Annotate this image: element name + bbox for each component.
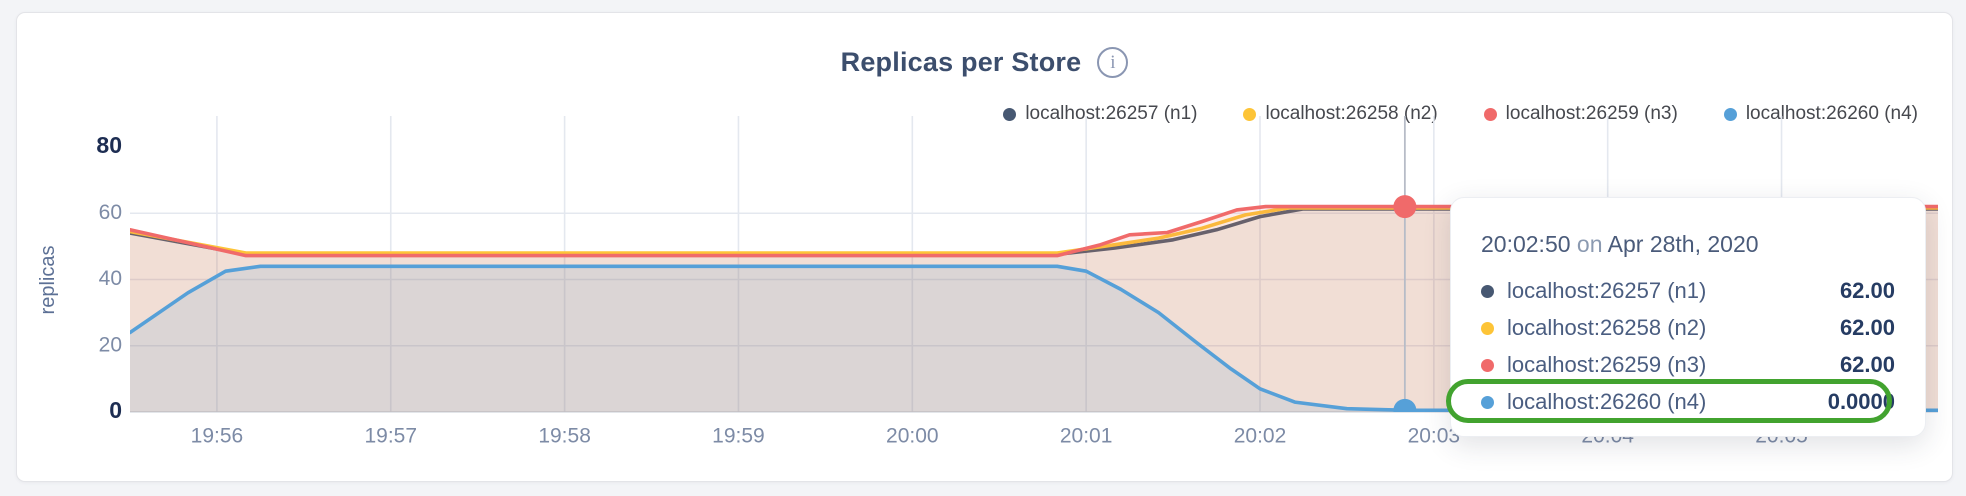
tooltip-series-label: localhost:26258 (n2) — [1507, 315, 1707, 340]
x-tick-label: 20:02 — [1234, 425, 1287, 448]
tooltip-timestamp: 20:02:50 on Apr 28th, 2020 — [1481, 228, 1895, 260]
legend-item-n1: localhost:26257 (n1) — [1003, 103, 1197, 125]
tooltip-series-label: localhost:26259 (n3) — [1507, 352, 1707, 377]
legend-item-n2: localhost:26258 (n2) — [1243, 103, 1438, 125]
tooltip-series-label: localhost:26260 (n4) — [1507, 389, 1707, 414]
tooltip-series-dot-icon — [1481, 395, 1494, 409]
tooltip-series-value: 62.00 — [1839, 315, 1895, 340]
tooltip-separator: on — [1576, 231, 1603, 257]
x-tick-label: 19:56 — [191, 425, 244, 448]
legend-dot-icon — [1243, 107, 1257, 121]
y-tick-label: 20 — [99, 333, 122, 356]
tooltip-series-value: 62.00 — [1839, 278, 1895, 303]
hover-dot-n3 — [1393, 195, 1417, 219]
tooltip-series-dot-icon — [1481, 284, 1494, 298]
legend-item-label: localhost:26258 (n2) — [1265, 103, 1438, 124]
legend-dot-icon — [1003, 107, 1017, 121]
tooltip-row-n1: localhost:26257 (n1) 62.00 — [1481, 274, 1895, 308]
x-tick-label: 19:59 — [712, 425, 765, 448]
chart-header: Replicas per Store i — [17, 47, 1952, 78]
legend-item-label: localhost:26257 (n1) — [1025, 103, 1198, 124]
series-line-n4 — [130, 264, 1938, 412]
info-icon[interactable]: i — [1097, 47, 1129, 78]
series-line-n2 — [130, 206, 1938, 255]
tooltip-date-text: Apr 28th, 2020 — [1607, 231, 1759, 257]
legend-item-label: localhost:26259 (n3) — [1505, 103, 1678, 124]
tooltip-series-dot-icon — [1481, 321, 1494, 335]
y-tick-label: 80 — [96, 132, 122, 158]
x-tick-label: 20:01 — [1060, 425, 1113, 448]
series-line-n3 — [130, 204, 1938, 258]
series-area-n4 — [130, 266, 1938, 412]
tooltip-series-value: 62.00 — [1839, 352, 1895, 377]
legend-dot-icon — [1723, 107, 1737, 121]
x-tick-label: 19:58 — [538, 425, 591, 448]
y-tick-label: 0 — [109, 397, 122, 423]
tooltip-row-n4-highlighted: localhost:26260 (n4) 0.0000 — [1481, 385, 1895, 419]
y-tick-label: 60 — [99, 201, 122, 224]
chart-legend: localhost:26257 (n1) localhost:26258 (n2)… — [1003, 103, 1918, 125]
legend-item-n3: localhost:26259 (n3) — [1483, 103, 1678, 125]
hover-tooltip: 20:02:50 on Apr 28th, 2020 localhost:262… — [1450, 197, 1926, 437]
tooltip-row-n3: localhost:26259 (n3) 62.00 — [1481, 348, 1895, 382]
x-tick-label: 20:00 — [886, 425, 939, 448]
legend-item-label: localhost:26260 (n4) — [1745, 103, 1918, 124]
tooltip-row-n2: localhost:26258 (n2) 62.00 — [1481, 311, 1895, 345]
y-tick-label: 40 — [99, 267, 122, 290]
tooltip-rows: localhost:26257 (n1) 62.00 localhost:26258… — [1481, 274, 1895, 419]
hover-dot-n4 — [1393, 398, 1417, 412]
legend-item-n4: localhost:26260 (n4) — [1723, 103, 1918, 125]
tooltip-time: 20:02:50 — [1481, 231, 1571, 257]
chart-title: Replicas per Store — [840, 47, 1082, 77]
tooltip-series-dot-icon — [1481, 358, 1494, 372]
legend-dot-icon — [1483, 107, 1497, 121]
x-tick-label: 19:57 — [364, 425, 417, 448]
y-axis-title: replicas — [37, 246, 59, 315]
x-tick-label: 20:03 — [1408, 425, 1461, 448]
tooltip-series-value: 0.0000 — [1827, 389, 1895, 414]
tooltip-series-label: localhost:26257 (n1) — [1507, 278, 1707, 303]
